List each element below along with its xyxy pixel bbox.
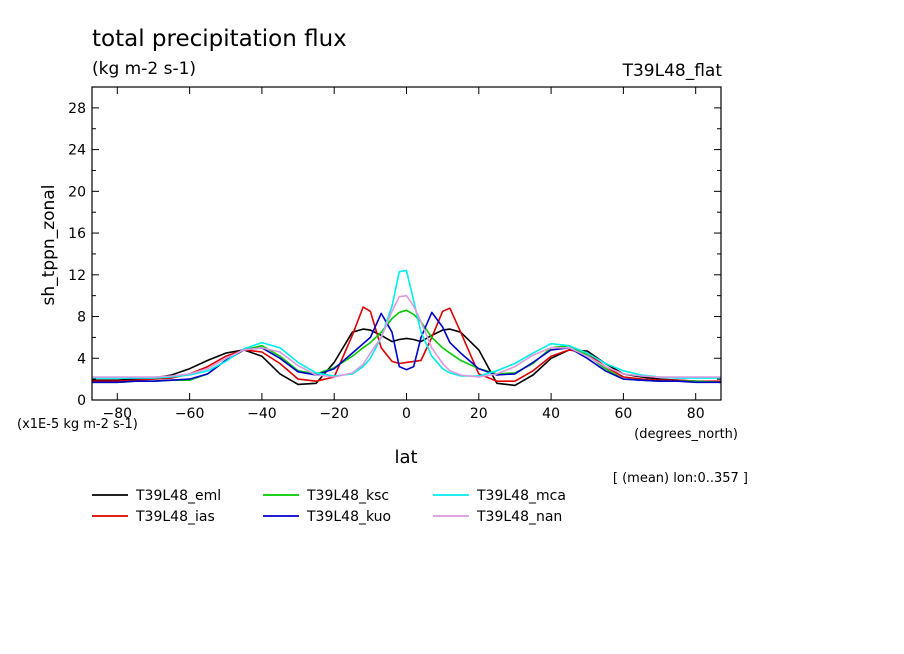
x-tick-label: −60 (175, 406, 205, 422)
x-tick-label: 20 (470, 406, 488, 422)
chart-units: (kg m-2 s-1) (92, 59, 196, 79)
x-axis-units: (degrees_north) (634, 427, 738, 442)
y-axis-label: sh_tppn_zonal (39, 185, 59, 306)
series-line-t39l48-ias (92, 306, 721, 383)
legend-label: T39L48_kuo (306, 509, 391, 525)
x-axis-label: lat (394, 447, 417, 468)
y-tick-label: 28 (68, 101, 86, 117)
x-tick-label: −80 (103, 406, 133, 422)
x-tick-label: −40 (247, 406, 277, 422)
y-tick-label: 12 (68, 268, 86, 284)
y-tick-label: 24 (68, 143, 86, 159)
legend-label: T39L48_mca (476, 488, 566, 504)
y-tick-label: 20 (68, 184, 86, 200)
legend-label: T39L48_ksc (306, 488, 389, 504)
x-tick-label: 40 (542, 406, 560, 422)
series-line-t39l48-nan (92, 294, 721, 378)
chart-title: total precipitation flux (92, 26, 347, 52)
plot-lines (92, 269, 722, 387)
y-tick-label: 16 (68, 226, 86, 242)
x-tick-label: 0 (402, 406, 411, 422)
axis-ticks: −80 −60 −40 −20 0 20 40 60 80 0 4 8 12 16 20 24 28 (68, 87, 721, 422)
y-tick-label: 8 (77, 310, 86, 326)
mean-note: [ (mean) lon:0..357 ] (613, 471, 748, 486)
legend-label: T39L48_ias (135, 509, 215, 525)
series-line-t39l48-mca (92, 269, 721, 379)
plot-frame (91, 86, 722, 401)
run-label: T39L48_flat (622, 61, 723, 81)
series-line-t39l48-eml (92, 328, 722, 387)
legend-label: T39L48_eml (135, 488, 221, 504)
legend-label: T39L48_nan (476, 509, 562, 525)
x-tick-label: 80 (687, 406, 705, 422)
y-scale-note: (x1E-5 kg m-2 s-1) (17, 417, 138, 432)
legend: T39L48_eml T39L48_ias T39L48_ksc T39L48_kuo… (92, 488, 566, 525)
y-tick-label: 4 (77, 351, 86, 367)
x-tick-label: −20 (319, 406, 349, 422)
x-tick-label: 60 (614, 406, 632, 422)
y-tick-label: 0 (77, 393, 86, 409)
